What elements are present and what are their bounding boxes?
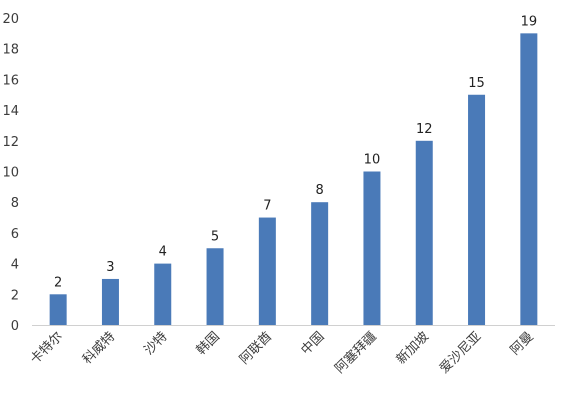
y-tick-label: 14: [2, 104, 19, 119]
data-labels: 2 3 4 5 7 8 10 12 15 19: [54, 14, 537, 290]
y-tick-label: 20: [2, 12, 19, 27]
data-label: 5: [211, 229, 219, 244]
category-label: 科威特: [80, 329, 118, 367]
category-label: 中国: [298, 329, 327, 358]
bar: [363, 171, 381, 325]
bar: [520, 33, 538, 325]
category-label: 阿联酋: [236, 329, 275, 368]
data-label: 7: [263, 199, 271, 214]
y-axis: 0 2 4 6 8 10 12 14 16 18 20: [2, 12, 19, 334]
bar: [154, 263, 172, 325]
category-label: 阿塞拜疆: [332, 329, 380, 377]
y-tick-label: 0: [11, 319, 19, 334]
y-tick-label: 4: [11, 258, 19, 273]
category-label: 阿曼: [508, 329, 537, 358]
data-label: 2: [54, 275, 62, 290]
category-label: 沙特: [142, 329, 171, 358]
data-label: 15: [468, 76, 485, 91]
bar: [49, 294, 67, 325]
category-label: 新加坡: [393, 329, 432, 368]
data-label: 12: [416, 122, 433, 137]
y-tick-label: 16: [2, 73, 19, 88]
bar: [311, 202, 329, 325]
bar: [101, 278, 119, 325]
y-tick-label: 8: [11, 196, 19, 211]
y-tick-label: 6: [11, 227, 19, 242]
category-labels: 卡特尔 科威特 沙特 韩国 阿联酋 中国 阿塞拜疆 新加坡 爱沙尼亚 阿曼: [28, 329, 537, 377]
bar: [415, 140, 433, 325]
bar: [206, 248, 224, 325]
y-tick-label: 10: [2, 166, 19, 181]
data-label: 4: [159, 245, 167, 260]
data-label: 10: [364, 153, 381, 168]
y-tick-label: 2: [11, 288, 19, 303]
bar: [258, 217, 276, 325]
data-label: 8: [316, 183, 324, 198]
category-label: 韩国: [194, 329, 223, 358]
bar: [468, 94, 486, 325]
y-tick-label: 18: [2, 43, 19, 58]
bars: [49, 33, 538, 325]
data-label: 3: [106, 260, 114, 275]
category-label: 爱沙尼亚: [437, 329, 484, 376]
data-label: 19: [521, 14, 538, 29]
category-label: 卡特尔: [28, 329, 66, 367]
y-tick-label: 12: [2, 135, 19, 150]
